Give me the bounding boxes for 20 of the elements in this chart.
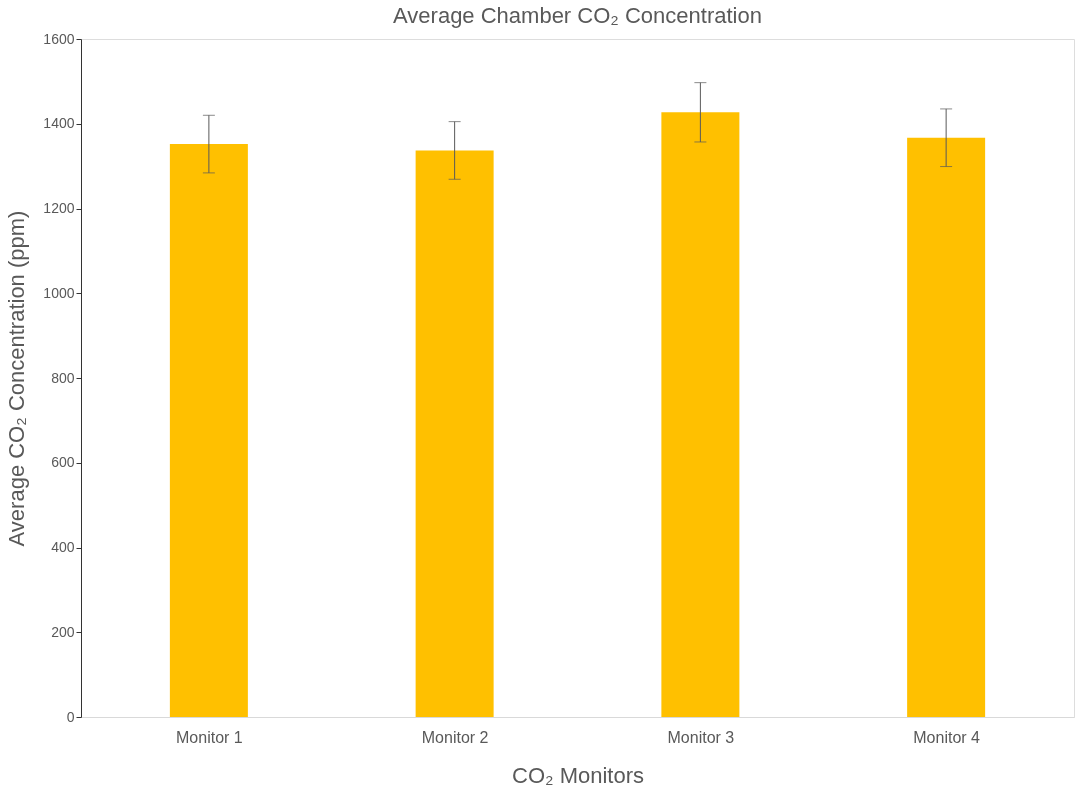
y-tick-label: 400 (51, 539, 75, 555)
y-tick-label: 0 (66, 708, 75, 725)
x-tick-label: Monitor 1 (176, 728, 243, 746)
bar (661, 112, 740, 717)
y-tick-label: 1200 (43, 200, 75, 216)
y-tick-label: 600 (51, 454, 75, 471)
x-axis-title: CO₂ Monitors (511, 762, 645, 788)
bar (415, 150, 494, 717)
x-tick-label: Monitor 2 (421, 728, 489, 746)
chart-title: Average Chamber CO₂ Concentration (393, 3, 762, 28)
y-tick-label: 800 (51, 369, 75, 386)
y-tick-label: 1000 (43, 284, 75, 301)
x-tick-label: Monitor 3 (667, 728, 735, 746)
x-tick-label: Monitor 4 (913, 728, 981, 746)
bar (169, 144, 248, 717)
y-axis-title: Average CO₂ Concentration (ppm) (4, 210, 30, 547)
bar (907, 137, 986, 717)
y-tick-label: 1600 (43, 30, 75, 47)
y-tick-label: 200 (51, 623, 75, 640)
y-tick-label: 1400 (43, 115, 75, 132)
